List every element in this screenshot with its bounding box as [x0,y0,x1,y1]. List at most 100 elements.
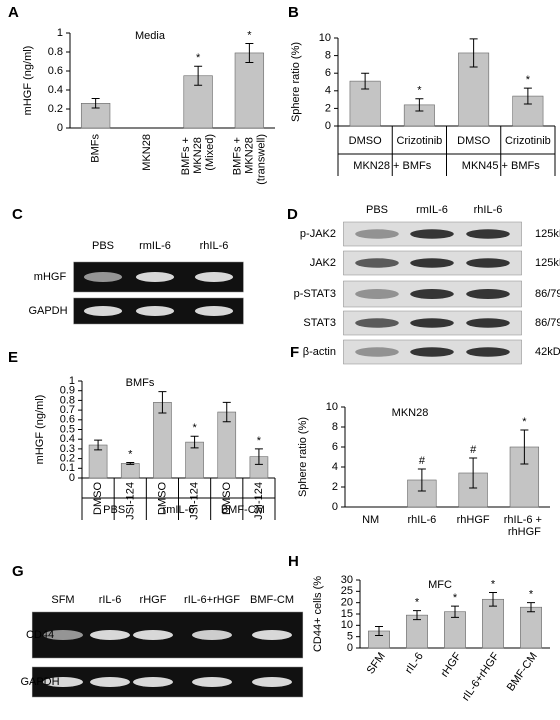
error-bar [469,457,478,489]
band [410,318,454,328]
error-bar [194,65,203,86]
y-tick-label: 5 [347,631,353,643]
x-tick-label: Crizotinib [505,135,551,147]
band [466,229,510,239]
y-tick-label: 8 [325,50,331,62]
annotation: * [526,74,531,86]
x-tick-label: rhIL-6 [408,514,437,526]
y-tick-label: 20 [341,597,353,609]
x-tick-label: BMFs + MKN28 (transwell) [231,134,267,185]
row-label: GAPDH [28,305,67,317]
row-label: JAK2 [310,257,336,269]
annotation: * [415,597,420,609]
band [90,677,130,687]
y-tick-label: 10 [326,401,338,413]
y-tick-label: 30 [341,574,353,586]
error-bar [415,98,424,112]
y-tick-label: 0 [347,642,353,654]
band [466,289,510,299]
error-bar [417,468,426,492]
lane-label: BMF-CM [250,594,294,606]
panel-letter: A [8,4,19,21]
y-tick-label: 15 [341,608,353,620]
y-tick-label: 10 [319,32,331,44]
annotation: * [196,52,201,64]
error-bar [413,610,421,621]
error-bar [520,429,529,465]
band [410,229,454,239]
lane-label: rmIL-6 [139,240,171,252]
annotation: * [529,589,534,601]
size-label: 42kD [535,346,560,358]
y-tick-label: 0.6 [60,414,75,426]
band [252,630,292,640]
band [355,289,399,299]
band [43,630,83,640]
band [135,306,175,316]
error-bar [375,625,383,637]
x-tick-label: Crizotinib [396,135,442,147]
y-tick-label: 0.9 [60,385,75,397]
error-bar [361,72,370,90]
band [194,272,234,282]
y-tick-label: 0.4 [48,84,63,96]
y-tick-label: 0.2 [48,103,63,115]
x-tick-label: rIL-6 [403,651,426,676]
y-tick-label: 0 [325,120,331,132]
y-tick-label: 2 [332,481,338,493]
x-tick-label: DMSO [349,135,382,147]
error-bar [126,461,135,465]
y-tick-label: 8 [332,421,338,433]
y-tick-label: 0.3 [60,443,75,455]
group-label: rmIL-6 [163,504,195,516]
bar [234,52,265,129]
lane-label: PBS [92,240,114,252]
size-label: 86/79kD [535,288,560,300]
error-bar [158,391,167,414]
x-tick-label: BMFs [90,134,102,163]
error-bar [245,42,254,63]
band [83,306,123,316]
annotation: * [491,578,496,590]
row-label: GAPDH [20,676,59,688]
x-tick-label: rHGF [439,650,464,679]
x-tick-label: rIL-6+rHGF [460,650,502,703]
x-tick-label: MKN28 [141,134,153,171]
row-label: CD44 [26,629,54,641]
y-tick-label: 4 [332,461,338,473]
x-tick-label: BMF-CM [505,651,540,694]
band [43,677,83,687]
bar [120,463,140,479]
x-tick-label: NM [362,514,379,526]
y-tick-label: 2 [325,102,331,114]
row-label: mHGF [34,271,67,283]
x-tick-label: rhHGF [457,514,490,526]
annotation: * [192,422,197,434]
error-bar [451,605,459,618]
annotation: # [470,444,477,456]
panel-letter: F [290,344,299,361]
x-tick-label: SFM [365,651,388,677]
error-bar [469,38,478,68]
panel-letter: C [12,206,23,223]
lane-label: rmIL-6 [416,204,448,216]
band [466,347,510,357]
error-bar [94,439,103,451]
band [252,677,292,687]
y-tick-label: 0.8 [48,46,63,58]
lane-label: rIL-6+rHGF [184,594,240,606]
band [355,229,399,239]
error-bar [523,87,532,105]
band [355,258,399,268]
size-label: 86/79kD [535,317,560,329]
x-tick-label: rhIL-6 + rhHGF [504,514,545,538]
y-tick-label: 6 [325,67,331,79]
y-tick-label: 25 [341,585,353,597]
y-tick-label: 1 [69,375,75,387]
y-axis-label: Sphere ratio (%) [297,417,309,497]
annotation: * [453,592,458,604]
x-tick-label: JSI-124 [124,482,136,520]
band [355,318,399,328]
annotation: * [257,435,262,447]
